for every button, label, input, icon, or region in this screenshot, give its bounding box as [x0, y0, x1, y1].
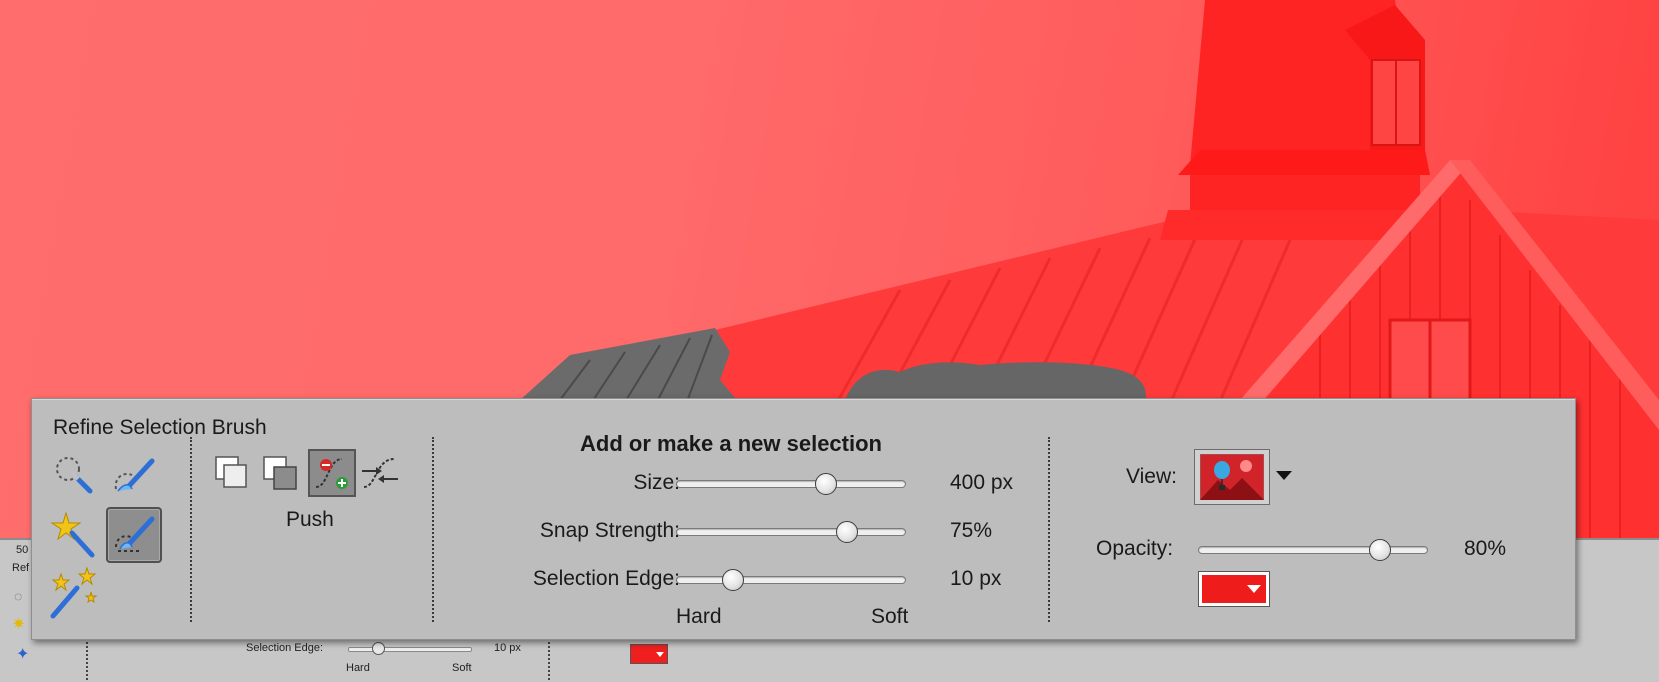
selection-edge-value: 10 px [950, 567, 1002, 590]
quick-selection-tool[interactable] [106, 447, 162, 503]
size-slider-thumb[interactable] [815, 473, 838, 495]
quick-selection-icon [114, 458, 155, 492]
mini-magic-wand-icon[interactable]: ✷ [12, 616, 26, 633]
panel-title: Refine Selection Brush [53, 416, 267, 439]
add-to-selection-icon [263, 456, 297, 490]
opacity-slider-track[interactable] [1198, 546, 1428, 554]
view-label: View: [1126, 465, 1177, 488]
new-selection-mode[interactable] [210, 451, 254, 495]
mini-selection-brush-icon[interactable]: ◌ [14, 588, 23, 604]
size-value: 400 px [950, 471, 1014, 494]
refine-selection-brush-panel: Refine Selection Brush [31, 398, 1576, 640]
divider [190, 437, 192, 622]
push-mode-icon [315, 458, 348, 489]
refine-selection-brush-tool[interactable] [106, 507, 162, 563]
panel-title-fragment: Ref [12, 562, 30, 574]
opacity-slider-thumb[interactable] [1369, 539, 1392, 561]
divider [548, 638, 550, 680]
auto-selection-icon [50, 566, 98, 619]
smooth-mode-icon [362, 458, 398, 488]
divider [1048, 437, 1050, 622]
snap-strength-label: Snap Strength: [539, 519, 680, 542]
bottom-selection-edge-value: 10 px [494, 642, 521, 654]
divider [432, 437, 434, 622]
selection-edge-label: Selection Edge: [532, 567, 680, 590]
selection-brush-icon [56, 457, 93, 494]
opacity-label: Opacity: [1096, 537, 1174, 560]
color-dropdown-arrow-icon [1247, 585, 1261, 593]
edge-hard-label: Hard [676, 605, 722, 628]
bottom-overlay-color-swatch[interactable] [630, 644, 668, 664]
snap-strength-slider-thumb[interactable] [836, 521, 858, 543]
size-slider-track[interactable] [676, 480, 906, 488]
auto-selection-tool[interactable] [46, 565, 102, 621]
mini-auto-selection-icon[interactable]: ✦ [16, 646, 30, 663]
selection-edge-slider-thumb[interactable] [722, 569, 744, 591]
size-label: Size: [633, 471, 680, 494]
view-mode-button[interactable] [1194, 449, 1270, 505]
new-selection-icon [215, 456, 247, 488]
smooth-mode[interactable] [358, 451, 402, 495]
edge-soft-label: Soft [871, 605, 909, 628]
overlay-view-icon [1200, 454, 1264, 500]
bottom-hard-label: Hard [346, 662, 370, 674]
add-to-selection-mode[interactable] [258, 451, 302, 495]
snap-strength-value: 75% [950, 519, 993, 542]
opacity-value: 80% [1464, 537, 1507, 560]
bottom-selection-edge-thumb[interactable] [372, 642, 385, 655]
bottom-selection-edge-track[interactable] [348, 647, 472, 652]
selection-brush-tool[interactable] [46, 447, 102, 503]
bottom-selection-edge-label: Selection Edge: [246, 642, 324, 654]
magic-wand-icon [50, 511, 95, 558]
view-dropdown-arrow-icon[interactable] [1276, 471, 1292, 480]
snap-strength-slider-track[interactable] [676, 528, 906, 536]
push-mode[interactable] [308, 449, 356, 497]
magic-wand-tool[interactable] [46, 507, 102, 563]
zoom-level: 50 [16, 544, 29, 556]
refine-selection-brush-icon [115, 516, 155, 552]
mode-heading: Add or make a new selection [580, 431, 882, 456]
selection-edge-slider-track[interactable] [676, 576, 906, 584]
mode-label: Push [286, 508, 334, 531]
bottom-soft-label: Soft [452, 662, 472, 674]
divider [86, 638, 88, 680]
overlay-color-swatch[interactable] [1198, 571, 1270, 607]
